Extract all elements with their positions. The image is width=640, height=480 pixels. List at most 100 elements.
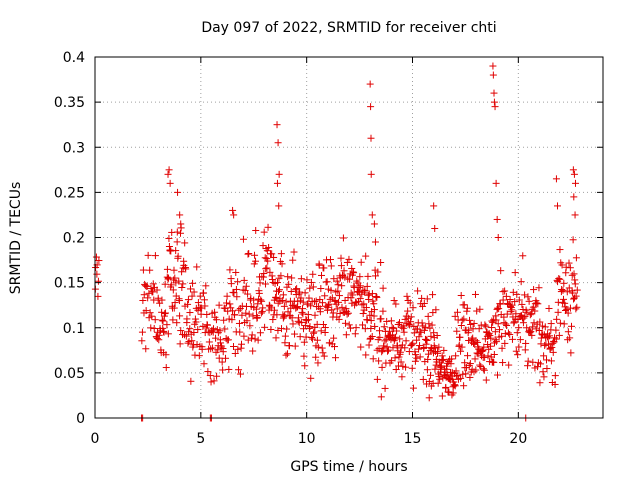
data-point (267, 325, 275, 333)
data-point (428, 321, 436, 329)
data-point (278, 260, 286, 268)
data-point (363, 316, 371, 324)
data-point (153, 286, 161, 294)
data-point (242, 309, 250, 317)
y-tick-label: 0 (76, 411, 85, 427)
data-point (566, 304, 574, 312)
x-tick-label: 15 (404, 431, 422, 447)
data-point (365, 295, 373, 303)
data-point (434, 348, 442, 356)
data-point (171, 274, 179, 282)
data-point (198, 345, 206, 353)
axis-ticks (94, 56, 603, 419)
data-point (173, 319, 181, 327)
data-point (268, 250, 276, 258)
data-point (323, 278, 331, 286)
data-point (367, 134, 375, 142)
data-point (431, 224, 439, 232)
data-point (525, 297, 533, 305)
data-point (184, 296, 192, 304)
data-point (367, 170, 375, 178)
data-point (452, 352, 460, 360)
data-point (526, 311, 534, 319)
data-point (332, 354, 340, 362)
data-point (262, 265, 270, 273)
data-point (366, 311, 374, 319)
data-point (186, 325, 194, 333)
data-point (199, 322, 207, 330)
data-point (481, 321, 489, 329)
data-point (231, 311, 239, 319)
data-point (223, 292, 231, 300)
data-point (546, 344, 554, 352)
data-point (328, 306, 336, 314)
data-point (473, 307, 481, 315)
data-point (186, 309, 194, 317)
data-point (218, 358, 226, 366)
data-point (572, 292, 580, 300)
data-point (521, 346, 529, 354)
data-point (343, 258, 351, 266)
data-point (265, 243, 273, 251)
data-point (361, 286, 369, 294)
data-point (250, 296, 258, 304)
data-point (313, 320, 321, 328)
data-point (494, 234, 502, 241)
data-point (252, 226, 260, 234)
data-point (317, 327, 325, 335)
data-point (236, 328, 244, 336)
data-point (570, 193, 578, 201)
data-point (182, 265, 190, 273)
data-point (392, 366, 400, 374)
data-point (279, 291, 287, 299)
data-point (370, 220, 378, 228)
data-point (366, 80, 374, 88)
data-point (519, 306, 527, 314)
data-point (356, 282, 364, 290)
data-point (465, 336, 473, 344)
data-point (479, 365, 487, 373)
data-point (457, 347, 465, 355)
data-point (330, 334, 338, 342)
data-point (396, 335, 404, 343)
data-point (412, 351, 420, 359)
y-tick-labels: 0 0.05 0.1 0.15 0.2 0.25 0.3 0.35 0.4 (54, 50, 85, 427)
data-point (249, 347, 257, 355)
data-point (162, 351, 170, 359)
data-point (489, 71, 497, 79)
data-point (555, 331, 563, 339)
data-point (569, 166, 577, 174)
data-point (423, 366, 431, 374)
data-point (496, 326, 504, 334)
data-point (415, 345, 423, 353)
data-point (284, 308, 292, 316)
data-point (160, 328, 168, 336)
data-point (273, 121, 281, 129)
x-axis-label: GPS time / hours (290, 459, 407, 475)
data-point (283, 350, 291, 358)
data-point (169, 286, 177, 294)
data-point (404, 307, 412, 315)
data-point (296, 297, 304, 305)
data-point (392, 333, 400, 341)
data-point (138, 337, 146, 345)
data-point (364, 272, 372, 280)
data-point (165, 166, 173, 174)
data-point (492, 179, 500, 187)
data-point (291, 330, 299, 338)
data-point (460, 382, 468, 390)
data-point (490, 89, 498, 97)
data-point (158, 308, 166, 316)
data-point (264, 223, 272, 231)
data-point (256, 329, 264, 337)
data-point (457, 374, 465, 382)
data-point (402, 363, 410, 371)
data-point (556, 275, 564, 283)
data-point (287, 288, 295, 296)
data-point (184, 339, 192, 347)
data-point (333, 277, 341, 285)
data-point (358, 301, 366, 309)
data-point (141, 282, 149, 290)
data-point (502, 292, 510, 300)
data-point (317, 271, 325, 279)
